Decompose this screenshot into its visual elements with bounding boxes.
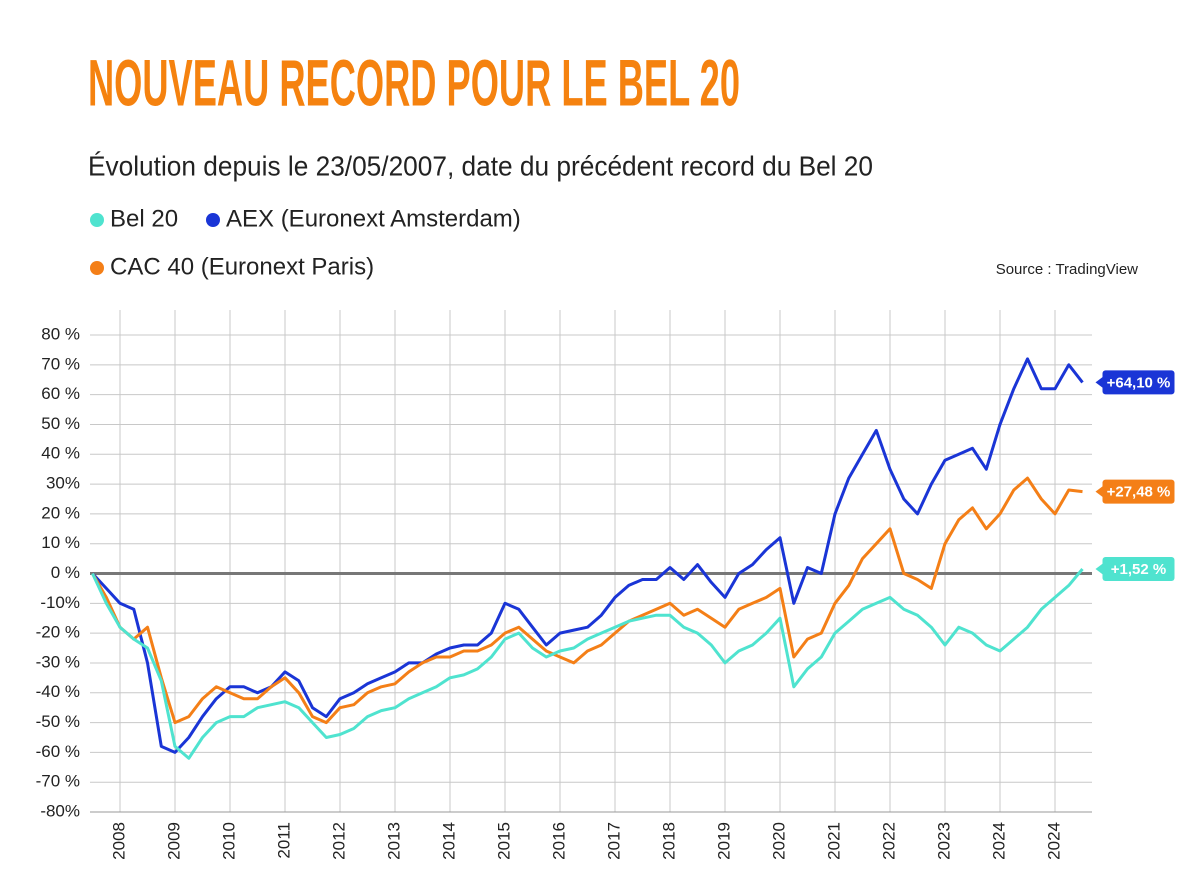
end-label-pointer bbox=[1095, 562, 1104, 575]
y-tick-label: 80 % bbox=[41, 324, 80, 343]
legend-marker bbox=[90, 213, 104, 227]
x-tick-label: 2021 bbox=[824, 822, 843, 860]
x-tick-label: 2011 bbox=[274, 822, 293, 859]
x-tick-label: 2023 bbox=[934, 822, 953, 860]
end-label-box bbox=[1102, 479, 1175, 504]
x-tick-label: 2013 bbox=[384, 822, 403, 860]
y-tick-label: 0 % bbox=[51, 563, 80, 582]
y-tick-label: -10% bbox=[40, 593, 80, 612]
end-label-box bbox=[1102, 556, 1175, 581]
y-tick-label: 30% bbox=[46, 474, 80, 493]
y-tick-label: 50 % bbox=[41, 414, 80, 433]
x-tick-label: 2014 bbox=[439, 822, 458, 860]
y-tick-label: -70 % bbox=[36, 772, 80, 791]
series-line bbox=[91, 568, 1084, 760]
y-tick-label: -60 % bbox=[36, 742, 80, 761]
y-tick-label: -80% bbox=[40, 801, 80, 820]
legend-label: Bel 20 bbox=[110, 205, 178, 232]
series-line bbox=[91, 476, 1083, 725]
end-label: +64,10 % bbox=[1107, 374, 1171, 391]
series-line bbox=[91, 357, 1084, 754]
x-tick-label: 2022 bbox=[879, 822, 898, 860]
x-tick-label: 2009 bbox=[164, 822, 183, 860]
end-label-pointer bbox=[1095, 376, 1104, 389]
x-tick-label: 2018 bbox=[659, 822, 678, 860]
x-tick-label: 2024 bbox=[989, 822, 1008, 860]
x-tick-label: 2008 bbox=[109, 822, 128, 860]
y-tick-label: 70 % bbox=[41, 354, 80, 373]
source: Source : TradingView bbox=[996, 261, 1138, 278]
end-label: +27,48 % bbox=[1107, 484, 1171, 501]
legend-label: CAC 40 (Euronext Paris) bbox=[110, 253, 374, 280]
x-tick-label: 2017 bbox=[604, 822, 623, 860]
y-tick-label: 20 % bbox=[41, 503, 80, 522]
x-tick-label: 2012 bbox=[329, 822, 348, 860]
x-tick-label: 2016 bbox=[549, 822, 568, 860]
end-label-pointer bbox=[1095, 485, 1104, 498]
legend-label: AEX (Euronext Amsterdam) bbox=[226, 205, 521, 232]
y-tick-label: -40 % bbox=[36, 682, 80, 701]
y-tick-label: -50 % bbox=[36, 712, 80, 731]
y-tick-label: -30 % bbox=[36, 652, 80, 671]
x-tick-label: 2015 bbox=[494, 822, 513, 860]
legend-marker bbox=[90, 261, 104, 275]
y-tick-label: 10 % bbox=[41, 533, 80, 552]
x-tick-label: 2024 bbox=[1044, 822, 1063, 860]
legend-marker bbox=[206, 213, 220, 227]
x-tick-label: 2019 bbox=[714, 822, 733, 860]
y-tick-label: 60 % bbox=[41, 384, 80, 403]
chart-subtitle: Évolution depuis le 23/05/2007, date du … bbox=[88, 150, 873, 181]
end-label-box bbox=[1102, 370, 1175, 395]
x-tick-label: 2020 bbox=[769, 822, 788, 860]
y-tick-label: 40 % bbox=[41, 444, 80, 463]
end-label: +1,52 % bbox=[1111, 561, 1166, 578]
y-tick-label: -20 % bbox=[36, 623, 80, 642]
x-tick-label: 2010 bbox=[219, 822, 238, 860]
chart-title: NOUVEAU RECORD POUR LE BEL 20 bbox=[88, 45, 740, 119]
